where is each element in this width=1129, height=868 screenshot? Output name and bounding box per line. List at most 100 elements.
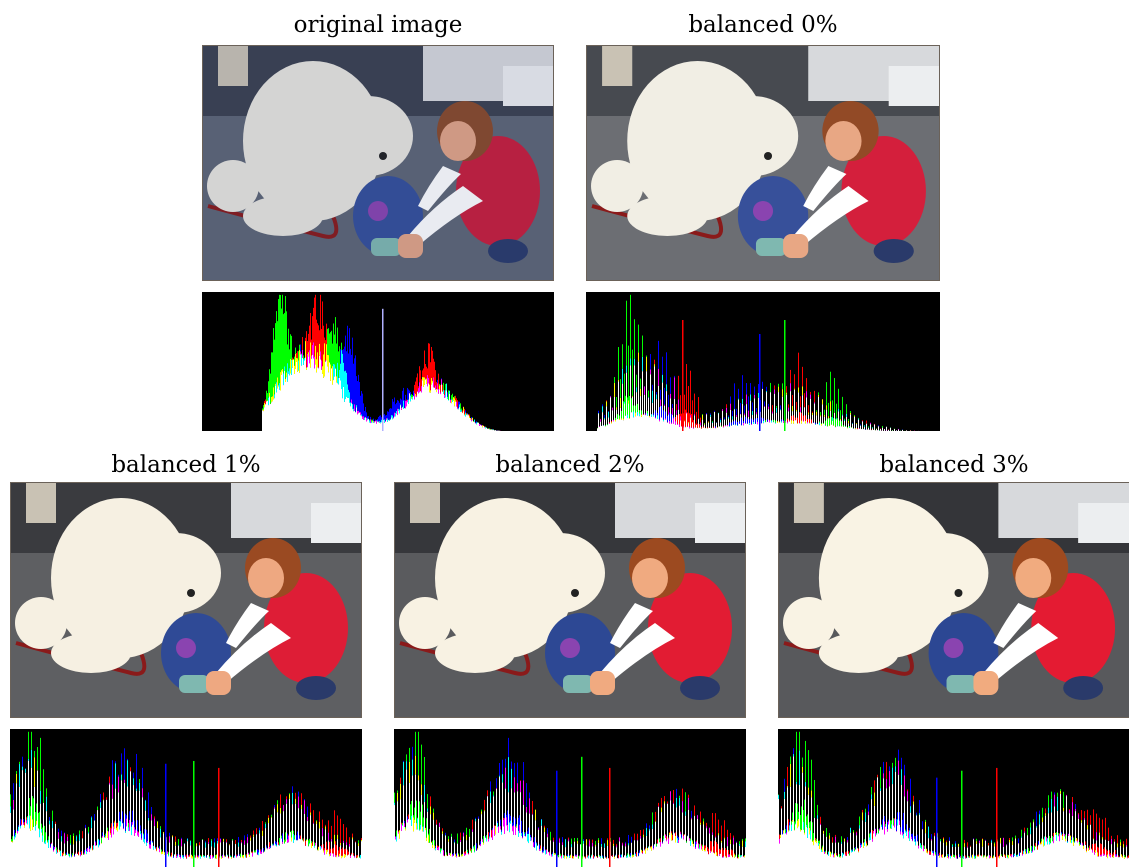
histogram-bar [186,858,187,868]
histogram-bar [377,421,378,432]
histogram-bar [201,855,202,857]
histogram-bar [343,386,344,432]
histogram-bar [153,849,154,868]
histogram-bar [655,417,656,419]
histogram-bar [300,354,301,432]
histogram-bar [272,401,273,432]
histogram-bar [92,849,93,851]
histogram-bar [129,811,130,820]
histogram-bar [1023,851,1024,854]
histogram-bar [356,855,357,858]
histogram-bar [209,856,210,858]
histogram-bar [344,401,345,432]
histogram-bar [395,404,396,413]
histogram-bar [401,409,402,432]
histogram-bar [848,423,849,432]
histogram-bar [791,420,792,424]
histogram-bar [1012,845,1013,868]
histogram-bar [744,405,745,414]
histogram-bar [875,828,876,830]
histogram-bar [456,406,457,432]
histogram-bar [509,822,510,833]
histogram-bar [980,855,981,868]
histogram-bar [1030,834,1031,868]
histogram-bar [717,855,718,857]
histogram-bar [314,842,315,846]
histogram-bar [81,855,82,868]
histogram-bar [167,853,168,868]
histogram-bar [410,395,411,402]
histogram-bar [285,841,286,842]
histogram-bar [640,378,641,389]
histogram-bar [407,822,408,868]
histogram-bar [864,426,865,432]
histogram-bar [351,403,352,432]
histogram-bar [588,858,589,868]
histogram-bar [345,335,346,371]
histogram-bar [636,387,637,393]
histogram-bar [275,385,276,432]
histogram-bar [785,829,786,833]
histogram-bar [1080,844,1081,868]
histogram-bar [404,820,405,824]
histogram-bar [797,417,798,424]
histogram-bar [437,389,438,432]
histogram-bar [476,424,477,432]
histogram-bar [766,386,767,391]
histogram-bar [415,774,416,868]
histogram-bar [281,838,282,868]
histogram-bar [300,344,301,352]
histogram-bar [963,858,964,868]
histogram-bar [447,396,448,399]
histogram-bar [810,394,811,399]
histogram-bar [855,846,856,850]
histogram-bar [548,851,549,853]
histogram-bar [327,850,328,852]
histogram-bar [715,813,716,837]
histogram-bar [450,400,451,403]
histogram-bar [299,372,300,432]
histogram-bar [508,737,509,758]
histogram-bar [604,419,605,432]
histogram-bar [792,821,793,868]
histogram-bar [462,856,463,868]
histogram-bar [334,810,335,835]
histogram-bar [485,836,486,838]
histogram-bar [112,798,113,868]
histogram-bar [443,393,444,432]
child-face [825,121,862,161]
histogram-bar [694,816,695,868]
histogram-bar [159,846,160,849]
histogram-bar [812,841,813,842]
histogram-bar [614,856,615,859]
histogram-bar [1093,838,1094,840]
histogram-bar [177,857,178,868]
histogram-bar [955,841,956,844]
histogram-bar [681,413,682,427]
histogram-bar [463,832,464,837]
histogram-bar [435,385,436,390]
histogram-bar [306,841,307,868]
histogram-bar [882,829,883,868]
histogram-bar [354,855,355,857]
histogram-bar [826,405,827,410]
histogram-bar [286,796,287,800]
histogram-bar [781,422,782,432]
histogram-bar [488,428,489,432]
histogram-bar [1055,834,1056,868]
histogram-bar [979,840,980,841]
histogram-bar [492,828,493,830]
car-panel [1078,503,1129,543]
histogram-bar [786,392,787,395]
histogram-bar [434,840,435,846]
histogram-bar [838,408,839,412]
histogram-bar [755,424,756,432]
histogram-bar [456,401,457,407]
histogram-bar [665,837,666,868]
histogram-bar [545,849,546,851]
histogram-bar [41,832,42,868]
histogram-bar [678,375,679,400]
histogram-bar [323,852,324,868]
histogram-bar [93,849,94,868]
histogram-bar [747,423,748,432]
